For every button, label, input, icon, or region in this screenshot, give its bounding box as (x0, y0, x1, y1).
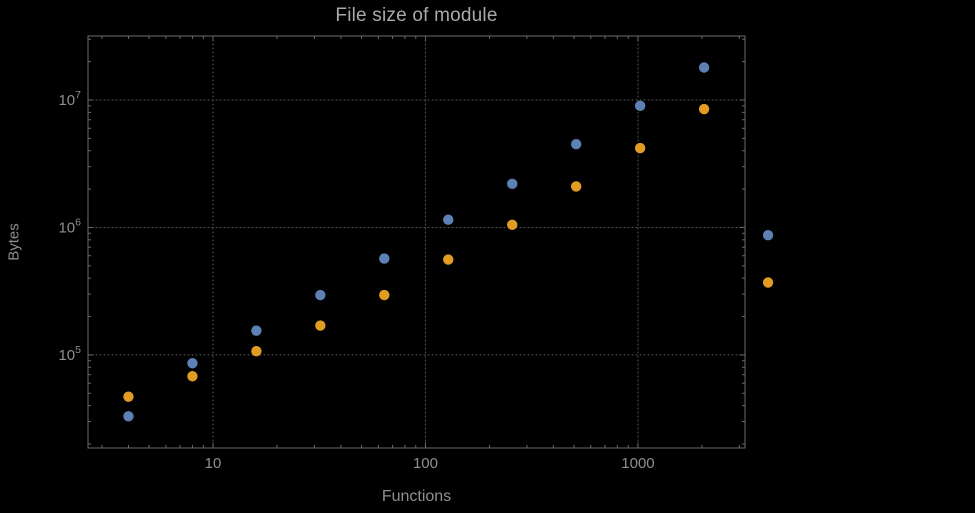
y-tick-label: 107 (58, 89, 81, 109)
data-point-series-1-blue (379, 253, 390, 264)
data-point-series-1-blue (251, 325, 262, 336)
data-point-series-2-orange (315, 320, 326, 331)
data-point-series-2-orange (443, 254, 454, 265)
data-point-series-1-blue (507, 178, 518, 190)
data-point-series-1-blue (698, 62, 710, 73)
data-point-series-2-orange (698, 103, 710, 115)
plot-frame (87, 35, 746, 449)
x-axis-label: Functions (381, 488, 452, 505)
y-axis-label: Bytes (5, 223, 23, 261)
data-point-series-1-blue (634, 100, 646, 112)
data-point-series-2-orange (634, 142, 646, 154)
data-point-series-1-blue (570, 139, 582, 150)
x-tick-label: 10 (205, 455, 222, 472)
data-point-series-2-orange (570, 181, 582, 192)
x-tick-label: 1000 (621, 455, 654, 472)
chart-title: File size of module (335, 5, 498, 26)
data-point-series-2-orange (187, 371, 198, 382)
data-point-series-2-orange (762, 277, 774, 288)
data-point-series-1-blue (443, 214, 454, 225)
data-point-series-1-blue (315, 289, 326, 301)
data-point-series-2-orange (123, 391, 134, 402)
y-tick-label: 105 (58, 344, 81, 364)
data-point-series-2-orange (379, 289, 390, 301)
data-point-series-2-orange (507, 219, 518, 230)
data-point-series-2-orange (251, 345, 262, 357)
data-point-series-1-blue (187, 358, 198, 369)
y-tick-label: 106 (58, 216, 81, 236)
data-point-series-1-blue (762, 229, 774, 241)
x-tick-label: 100 (413, 455, 438, 472)
data-point-series-1-blue (123, 411, 134, 422)
